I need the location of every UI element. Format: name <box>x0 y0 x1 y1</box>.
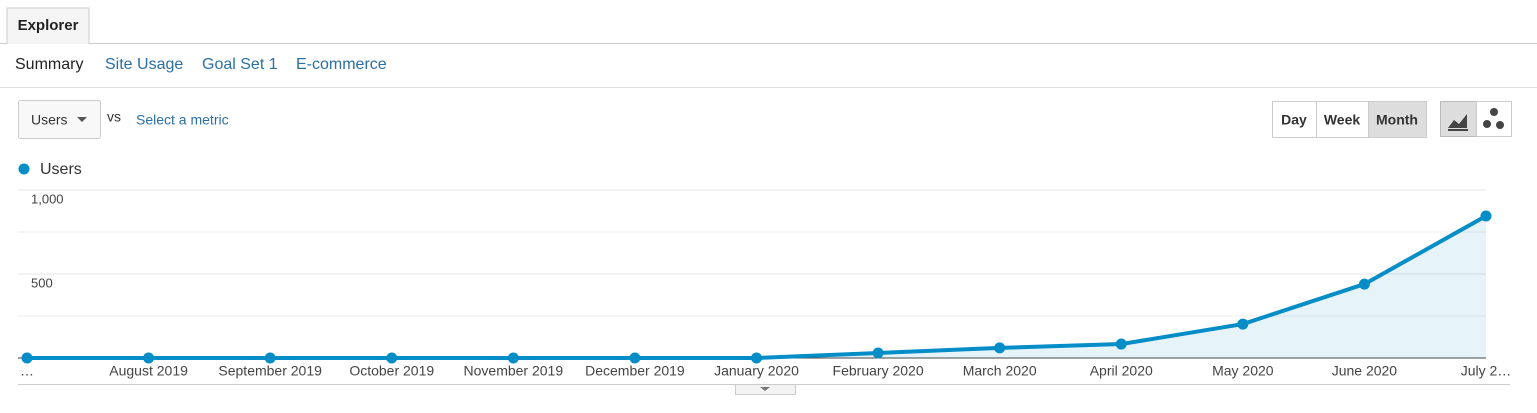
x-tick-label: July 2… <box>1461 363 1512 379</box>
x-tick-label: January 2020 <box>714 363 799 379</box>
x-tick-label: June 2020 <box>1332 363 1398 379</box>
point <box>1480 210 1492 222</box>
granularity-buttons: Day Week Month <box>1272 101 1427 138</box>
point <box>507 352 519 364</box>
tab-label[interactable]: Explorer <box>18 17 79 34</box>
point <box>386 352 398 364</box>
motion-chart-icon <box>1496 121 1504 129</box>
granularity-button[interactable] <box>1272 101 1317 138</box>
tab[interactable] <box>6 7 90 44</box>
point <box>1358 278 1370 290</box>
metric-dropdown[interactable] <box>18 100 101 139</box>
motion-chart-icon <box>1490 108 1498 116</box>
point <box>1237 318 1249 330</box>
expand-arrow <box>760 387 770 391</box>
granularity-label[interactable]: Day <box>1281 112 1307 128</box>
point <box>264 352 276 364</box>
point <box>1115 338 1127 350</box>
granularity-label[interactable]: Week <box>1324 112 1361 128</box>
point <box>629 352 641 364</box>
legend-label: Users <box>40 161 82 178</box>
x-tick-label: December 2019 <box>585 363 685 379</box>
point <box>21 352 33 364</box>
subtab[interactable]: Goal Set 1 <box>202 56 278 73</box>
legend-marker <box>18 163 30 175</box>
subtab[interactable]: Site Usage <box>105 56 183 73</box>
vs-label: vs <box>107 109 121 125</box>
line-chart-button[interactable] <box>1440 101 1477 137</box>
subtab[interactable]: E-commerce <box>296 56 387 73</box>
x-tick-label: November 2019 <box>464 363 564 379</box>
dropdown-arrow <box>77 117 87 122</box>
subtab[interactable]: Summary <box>15 56 83 73</box>
area <box>27 216 1486 358</box>
motion-chart-icon <box>1483 120 1491 128</box>
x-tick-label: September 2019 <box>218 363 322 379</box>
granularity-button[interactable] <box>1368 101 1427 138</box>
point <box>143 352 155 364</box>
x-tick-label: February 2020 <box>833 363 924 379</box>
y-tick-label: 1,000 <box>31 191 64 206</box>
line-chart-icon <box>1448 114 1467 128</box>
x-tick-label: August 2019 <box>109 363 188 379</box>
granularity-label[interactable]: Month <box>1376 112 1418 128</box>
x-tick-label: March 2020 <box>963 363 1037 379</box>
select-metric[interactable]: Select a metric <box>136 112 229 128</box>
x-tick-label: October 2019 <box>349 363 434 379</box>
point <box>751 352 762 364</box>
x-tick-label: April 2020 <box>1090 363 1153 379</box>
motion-chart-button[interactable] <box>1476 101 1512 137</box>
metric-label[interactable]: Users <box>31 112 68 128</box>
point <box>872 347 884 359</box>
x-tick-label: May 2020 <box>1212 363 1274 379</box>
y-tick-label: 500 <box>31 275 53 290</box>
x-tick-label: … <box>20 363 34 379</box>
point <box>994 342 1006 354</box>
